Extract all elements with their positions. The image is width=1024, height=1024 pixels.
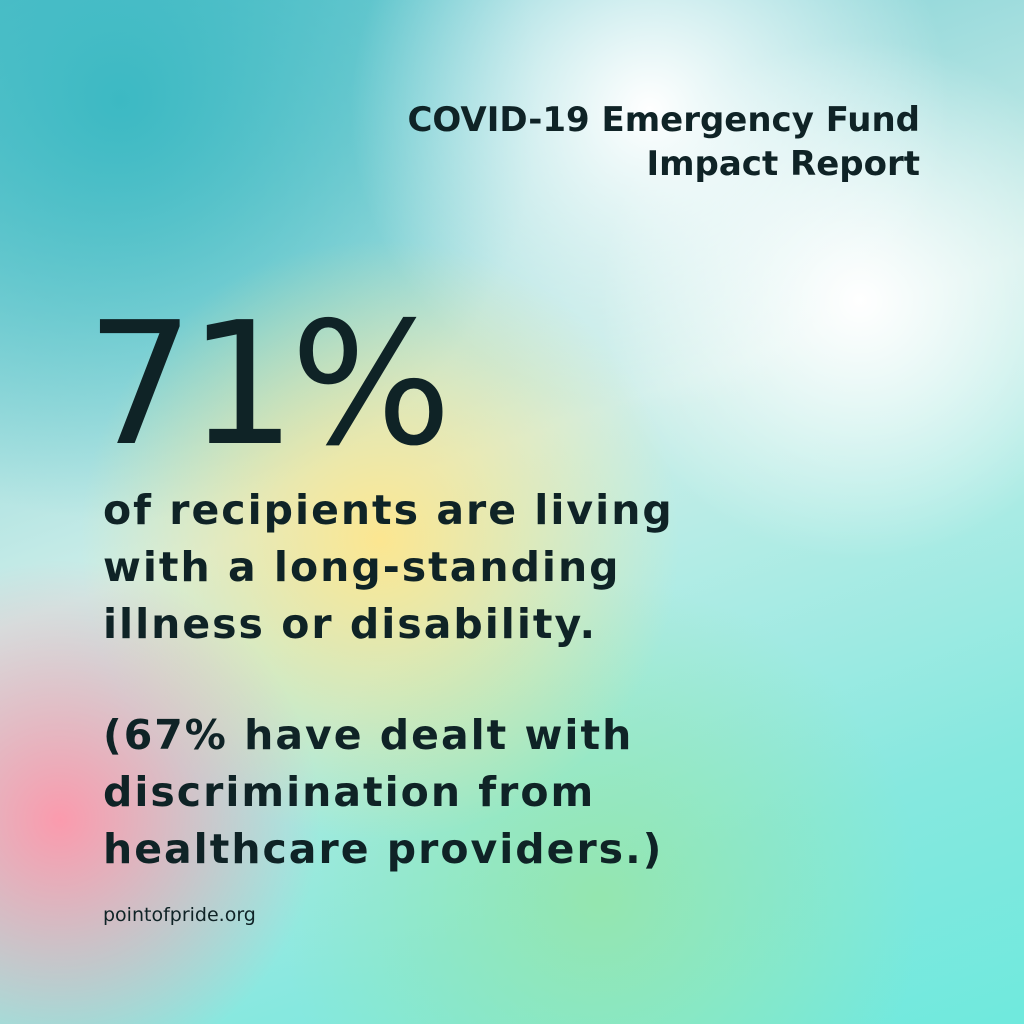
title-line: COVID-19 Emergency Fund bbox=[407, 100, 920, 140]
text-line: healthcare providers.) bbox=[103, 825, 664, 873]
note: (67% have dealt with discrimination from h… bbox=[103, 707, 663, 878]
text-line: illness or disability. bbox=[103, 600, 598, 648]
website: pointofpride.org bbox=[103, 904, 256, 926]
title: COVID-19 Emergency Fund Impact Report bbox=[407, 98, 920, 186]
text-line: (67% have dealt with bbox=[103, 711, 634, 759]
description: of recipients are living with a long-stan… bbox=[103, 482, 674, 653]
title-line: Impact Report bbox=[646, 144, 920, 184]
headline-stat: 71% bbox=[86, 286, 452, 484]
text-line: discrimination from bbox=[103, 768, 596, 816]
text-line: with a long-standing bbox=[103, 543, 621, 591]
text-line: of recipients are living bbox=[103, 486, 674, 534]
